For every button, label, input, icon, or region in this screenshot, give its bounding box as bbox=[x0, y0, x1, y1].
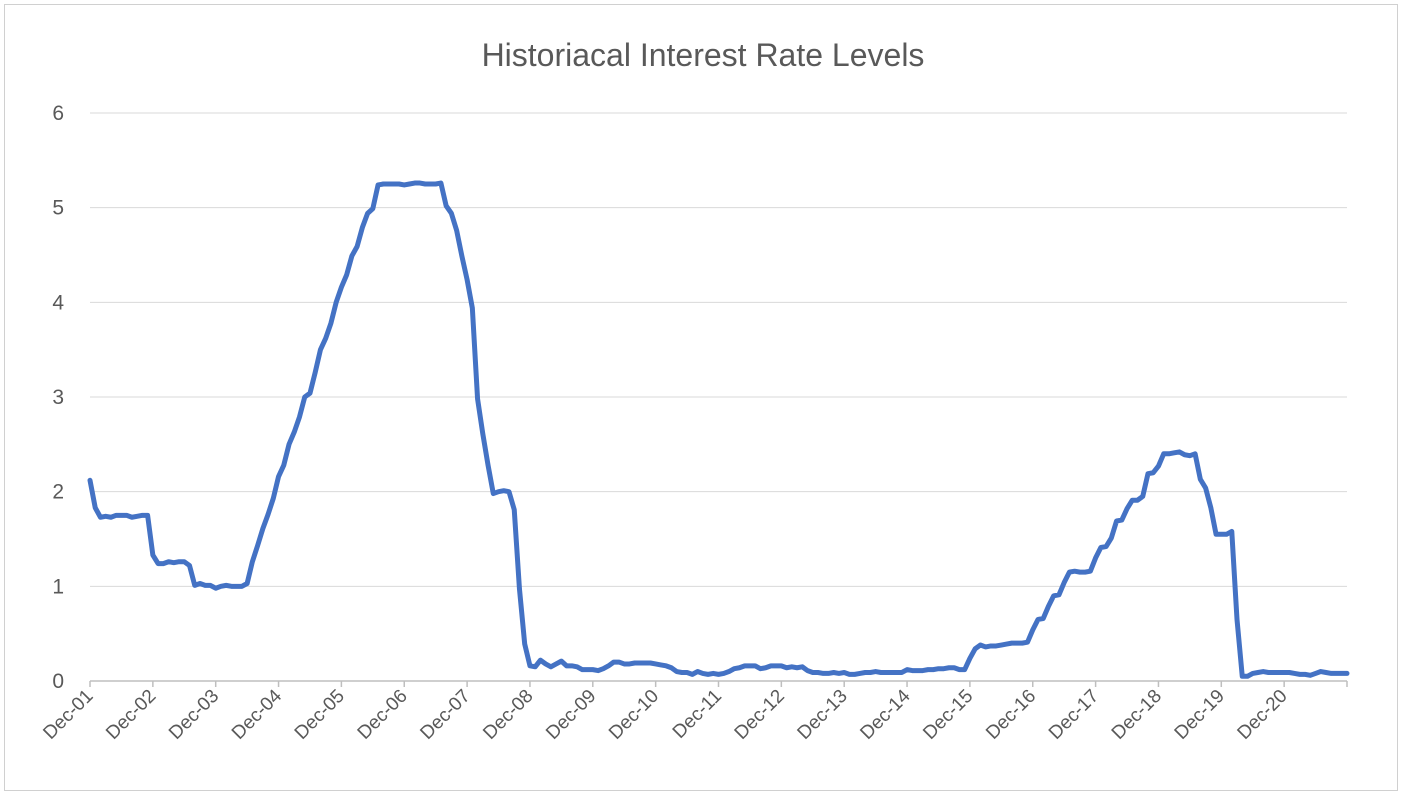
x-axis-tick-labels: Dec-01 Dec-02 Dec-03 Dec-04 Dec-05 Dec-06 Dec-… bbox=[39, 685, 1291, 743]
chart-title: Historiacal Interest Rate Levels bbox=[482, 37, 925, 73]
series-layer bbox=[87, 180, 1350, 679]
x-tick-label: Dec-03 bbox=[165, 686, 223, 744]
x-tick-label: Dec-14 bbox=[856, 685, 914, 743]
x-tick-label: Dec-19 bbox=[1171, 686, 1229, 744]
x-tick-label: Dec-15 bbox=[919, 686, 977, 744]
x-tick-label: Dec-06 bbox=[354, 686, 412, 744]
x-tick-label: Dec-13 bbox=[794, 686, 852, 744]
y-tick-label: 5 bbox=[52, 197, 64, 220]
x-axis bbox=[89, 680, 1348, 687]
series-line bbox=[87, 180, 1350, 679]
y-tick-label: 0 bbox=[52, 670, 64, 693]
y-tick-label: 4 bbox=[52, 291, 64, 314]
x-tick-label: Dec-07 bbox=[416, 686, 474, 744]
x-tick-label: Dec-09 bbox=[542, 686, 600, 744]
x-tick-label: Dec-17 bbox=[1045, 686, 1103, 744]
x-tick-label: Dec-04 bbox=[228, 685, 286, 743]
x-tick-label: Dec-20 bbox=[1234, 686, 1292, 744]
y-tick-label: 6 bbox=[52, 102, 64, 125]
y-axis-tick-labels: 0 1 2 3 4 5 6 bbox=[52, 102, 64, 693]
x-tick-label: Dec-18 bbox=[1108, 686, 1166, 744]
y-tick-label: 3 bbox=[52, 386, 64, 409]
gridlines bbox=[90, 112, 1347, 587]
x-tick-label: Dec-05 bbox=[291, 686, 349, 744]
x-tick-label: Dec-01 bbox=[39, 686, 97, 744]
x-tick-label: Dec-08 bbox=[479, 686, 537, 744]
x-tick-label: Dec-16 bbox=[982, 686, 1040, 744]
x-tick-label: Dec-02 bbox=[102, 686, 160, 744]
x-tick-label: Dec-12 bbox=[731, 686, 789, 744]
x-tick-label: Dec-11 bbox=[669, 686, 726, 743]
x-tick-label: Dec-10 bbox=[605, 686, 663, 744]
y-tick-label: 1 bbox=[52, 575, 64, 598]
y-tick-label: 2 bbox=[52, 481, 64, 504]
